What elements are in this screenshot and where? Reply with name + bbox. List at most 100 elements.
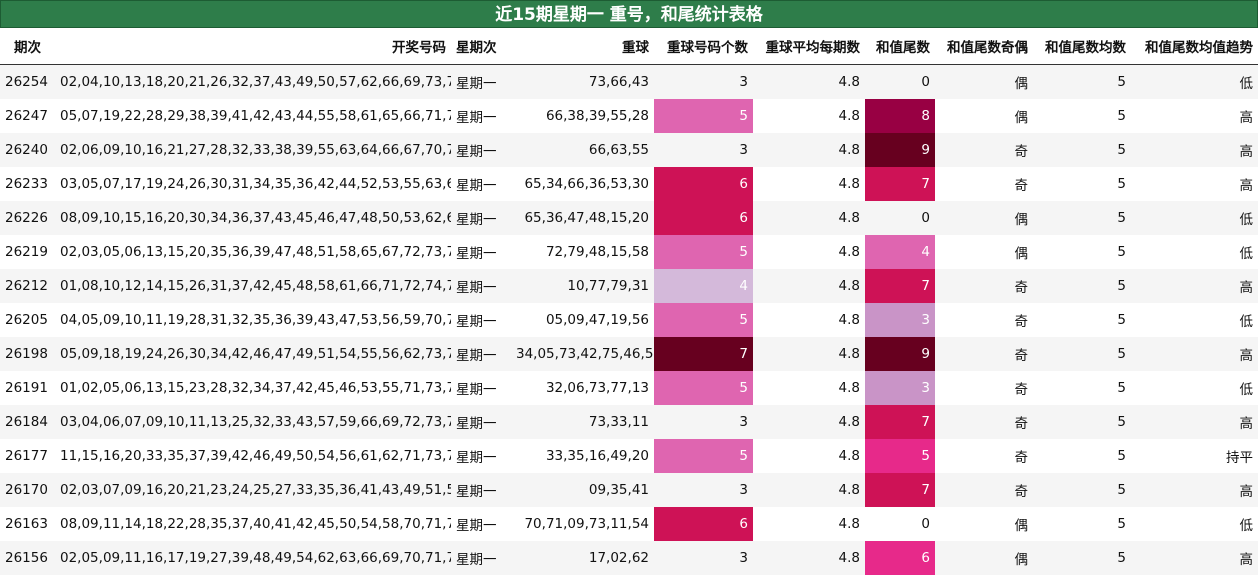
draw-numbers-cell: 05,07,19,22,28,29,38,39,41,42,43,44,55,5… [55,99,451,133]
sum-tail-cell: 9 [865,337,935,371]
table-row: 26191 01,02,05,06,13,15,23,28,32,34,37,42… [0,371,1258,405]
table-row: 26247 05,07,19,22,28,29,38,39,41,42,43,44… [0,99,1258,133]
header-draw-numbers: 开奖号码 [55,28,451,65]
sum-tail-trend-cell: 高 [1131,405,1258,439]
repeat-avg-cell: 4.8 [753,337,865,371]
repeat-count-cell: 3 [654,405,753,439]
table-body: 26254 02,04,10,13,18,20,21,26,32,37,43,49… [0,64,1258,575]
repeat-balls-cell: 65,34,66,36,53,30 [511,167,654,201]
sum-tail-parity-cell: 奇 [935,473,1033,507]
sum-tail-parity-cell: 奇 [935,439,1033,473]
repeat-balls-cell: 70,71,09,73,11,54 [511,507,654,541]
period-cell: 26233 [0,167,55,201]
sum-tail-mean-cell: 5 [1033,133,1131,167]
sum-tail-cell: 6 [865,541,935,575]
draw-numbers-cell: 02,03,05,06,13,15,20,35,36,39,47,48,51,5… [55,235,451,269]
period-cell: 26198 [0,337,55,371]
repeat-balls-cell: 73,66,43 [511,64,654,99]
weekday-cell: 星期一 [451,439,511,473]
sum-tail-trend-cell: 高 [1131,473,1258,507]
repeat-count-cell: 3 [654,541,753,575]
table-title: 近15期星期一 重号，和尾统计表格 [0,0,1258,28]
sum-tail-parity-cell: 奇 [935,133,1033,167]
sum-tail-cell: 4 [865,235,935,269]
weekday-cell: 星期一 [451,269,511,303]
repeat-count-cell: 5 [654,303,753,337]
weekday-cell: 星期一 [451,99,511,133]
period-cell: 26219 [0,235,55,269]
table-row: 26219 02,03,05,06,13,15,20,35,36,39,47,48… [0,235,1258,269]
period-cell: 26184 [0,405,55,439]
repeat-count-cell: 3 [654,64,753,99]
sum-tail-trend-cell: 高 [1131,541,1258,575]
table-row: 26233 03,05,07,17,19,24,26,30,31,34,35,36… [0,167,1258,201]
draw-numbers-cell: 04,05,09,10,11,19,28,31,32,35,36,39,43,4… [55,303,451,337]
draw-numbers-cell: 08,09,11,14,18,22,28,35,37,40,41,42,45,5… [55,507,451,541]
draw-numbers-cell: 02,06,09,10,16,21,27,28,32,33,38,39,55,6… [55,133,451,167]
draw-numbers-cell: 08,09,10,15,16,20,30,34,36,37,43,45,46,4… [55,201,451,235]
sum-tail-cell: 3 [865,371,935,405]
period-cell: 26191 [0,371,55,405]
weekday-cell: 星期一 [451,371,511,405]
sum-tail-trend-cell: 低 [1131,201,1258,235]
repeat-balls-cell: 09,35,41 [511,473,654,507]
sum-tail-cell: 0 [865,507,935,541]
table-row: 26184 03,04,06,07,09,10,11,13,25,32,33,43… [0,405,1258,439]
sum-tail-trend-cell: 低 [1131,371,1258,405]
sum-tail-parity-cell: 偶 [935,99,1033,133]
period-cell: 26170 [0,473,55,507]
weekday-cell: 星期一 [451,303,511,337]
sum-tail-mean-cell: 5 [1033,167,1131,201]
sum-tail-trend-cell: 高 [1131,167,1258,201]
repeat-avg-cell: 4.8 [753,405,865,439]
sum-tail-mean-cell: 5 [1033,269,1131,303]
table-row: 26177 11,15,16,20,33,35,37,39,42,46,49,50… [0,439,1258,473]
repeat-count-cell: 5 [654,439,753,473]
repeat-balls-cell: 17,02,62 [511,541,654,575]
sum-tail-parity-cell: 奇 [935,167,1033,201]
period-cell: 26156 [0,541,55,575]
weekday-cell: 星期一 [451,507,511,541]
repeat-avg-cell: 4.8 [753,473,865,507]
sum-tail-parity-cell: 奇 [935,337,1033,371]
sum-tail-trend-cell: 高 [1131,99,1258,133]
repeat-avg-cell: 4.8 [753,541,865,575]
sum-tail-mean-cell: 5 [1033,507,1131,541]
repeat-avg-cell: 4.8 [753,64,865,99]
table-row: 26212 01,08,10,12,14,15,26,31,37,42,45,48… [0,269,1258,303]
draw-numbers-cell: 03,05,07,17,19,24,26,30,31,34,35,36,42,4… [55,167,451,201]
sum-tail-cell: 9 [865,133,935,167]
repeat-avg-cell: 4.8 [753,371,865,405]
table-row: 26170 02,03,07,09,16,20,21,23,24,25,27,33… [0,473,1258,507]
header-repeat-count: 重球号码个数 [654,28,753,65]
repeat-avg-cell: 4.8 [753,235,865,269]
sum-tail-cell: 7 [865,167,935,201]
draw-numbers-cell: 03,04,06,07,09,10,11,13,25,32,33,43,57,5… [55,405,451,439]
stats-table: 期次 开奖号码 星期次 重球 重球号码个数 重球平均每期数 和值尾数 和值尾数奇偶 和值尾数均数… [0,28,1258,575]
repeat-avg-cell: 4.8 [753,507,865,541]
table-row: 26254 02,04,10,13,18,20,21,26,32,37,43,49… [0,64,1258,99]
table-row: 26226 08,09,10,15,16,20,30,34,36,37,43,45… [0,201,1258,235]
draw-numbers-cell: 02,05,09,11,16,17,19,27,39,48,49,54,62,6… [55,541,451,575]
header-sum-tail-parity: 和值尾数奇偶 [935,28,1033,65]
repeat-balls-cell: 10,77,79,31 [511,269,654,303]
table-row: 26205 04,05,09,10,11,19,28,31,32,35,36,39… [0,303,1258,337]
sum-tail-parity-cell: 奇 [935,371,1033,405]
repeat-balls-cell: 66,63,55 [511,133,654,167]
sum-tail-parity-cell: 偶 [935,507,1033,541]
repeat-balls-cell: 66,38,39,55,28 [511,99,654,133]
repeat-avg-cell: 4.8 [753,269,865,303]
header-repeat-balls: 重球 [511,28,654,65]
sum-tail-mean-cell: 5 [1033,541,1131,575]
repeat-avg-cell: 4.8 [753,133,865,167]
sum-tail-cell: 0 [865,64,935,99]
header-period: 期次 [0,28,55,65]
repeat-avg-cell: 4.8 [753,439,865,473]
sum-tail-parity-cell: 奇 [935,269,1033,303]
period-cell: 26240 [0,133,55,167]
draw-numbers-cell: 01,08,10,12,14,15,26,31,37,42,45,48,58,6… [55,269,451,303]
header-sum-tail: 和值尾数 [865,28,935,65]
repeat-count-cell: 6 [654,201,753,235]
sum-tail-cell: 7 [865,269,935,303]
header-weekday: 星期次 [451,28,511,65]
